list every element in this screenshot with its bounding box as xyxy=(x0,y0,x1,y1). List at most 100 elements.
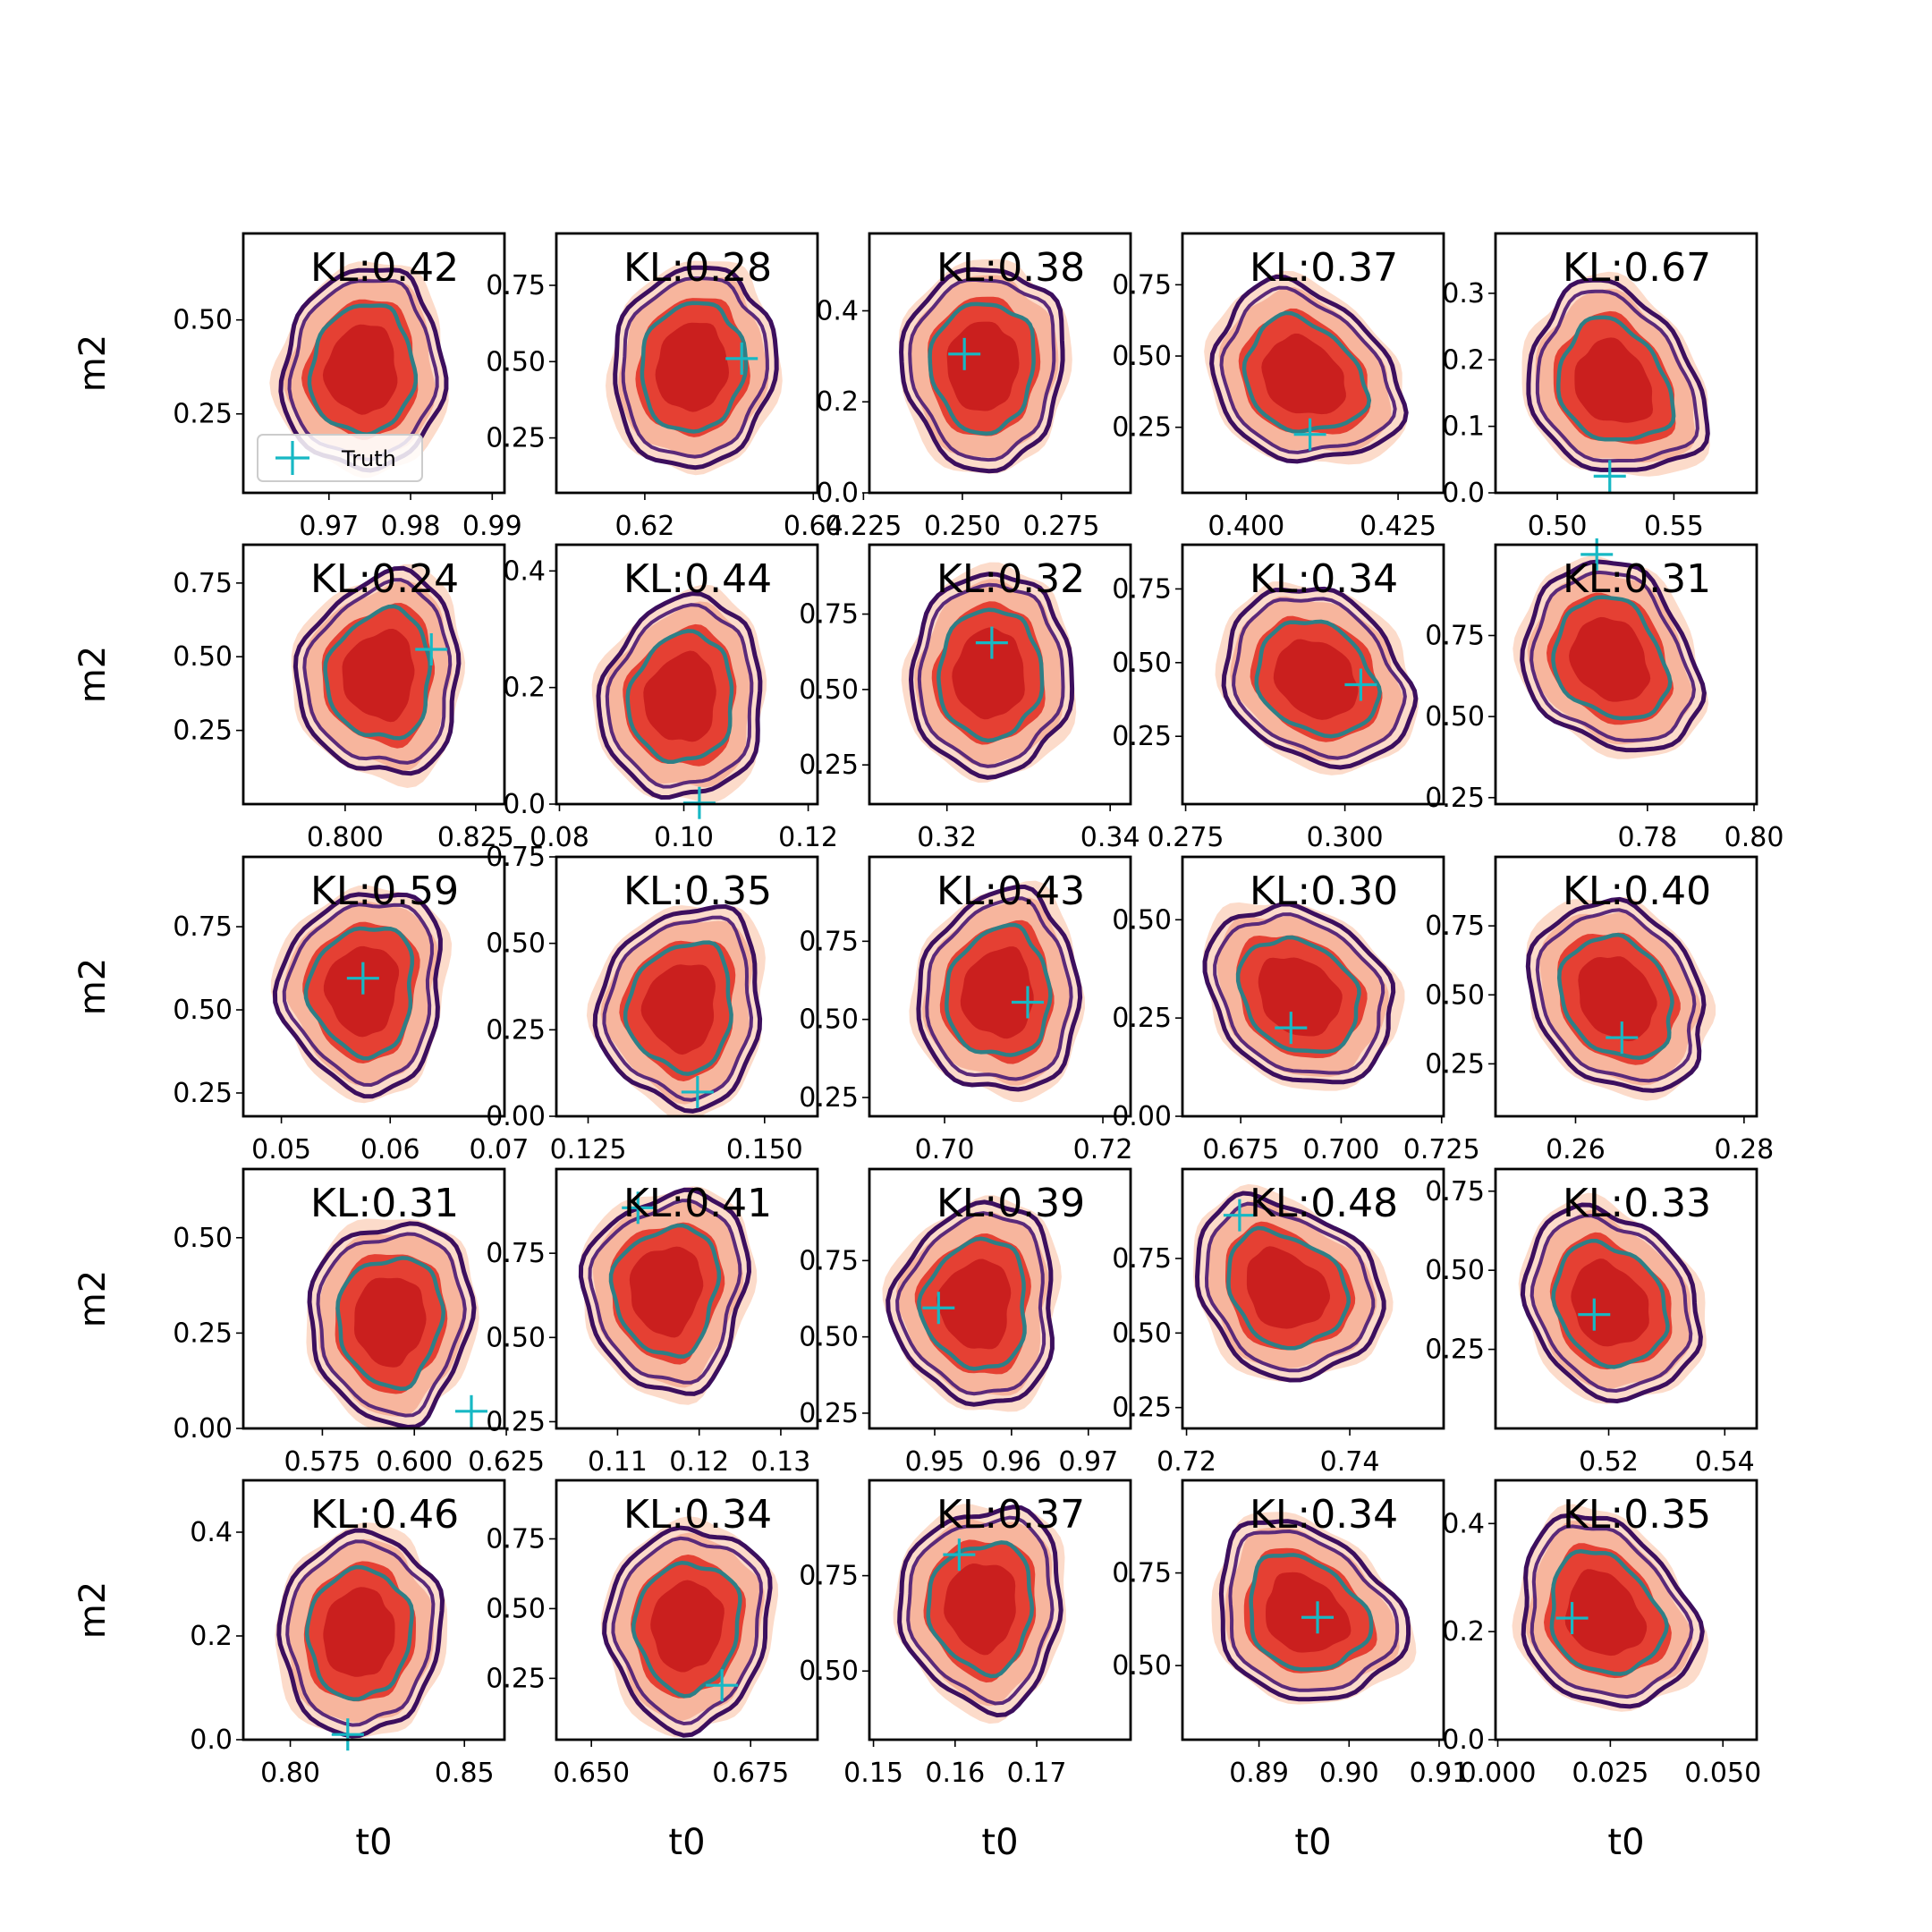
density-contours xyxy=(586,903,766,1116)
y-tick-label: 0.50 xyxy=(1112,904,1172,936)
axes-frame xyxy=(242,855,506,1118)
y-tick-label: 0.4 xyxy=(1442,1508,1485,1539)
density-contours xyxy=(606,260,783,476)
x-tick-label: 0.99 xyxy=(462,511,522,542)
contour-outer xyxy=(1202,902,1396,1085)
density-fill-center xyxy=(354,1277,427,1368)
y-axis-label: m2 xyxy=(72,646,114,703)
axes-frame xyxy=(868,232,1132,495)
contour-second xyxy=(621,276,769,459)
axes-frame xyxy=(555,1479,819,1741)
y-axis-label: m2 xyxy=(72,1270,114,1327)
y-tick-label: 0.50 xyxy=(173,1223,233,1254)
x-tick-label: 0.725 xyxy=(1403,1134,1480,1165)
x-tick-label: 0.91 xyxy=(1410,1758,1470,1789)
contour-outer xyxy=(1221,586,1419,770)
density-fill-center xyxy=(640,964,716,1055)
x-tick-label: 0.72 xyxy=(1157,1446,1216,1478)
y-tick-label: 0.75 xyxy=(1112,269,1172,301)
density-contours xyxy=(1211,1512,1417,1705)
density-contours xyxy=(269,261,449,479)
y-tick-label: 0.00 xyxy=(173,1413,233,1445)
y-tick-label: 0.25 xyxy=(1112,721,1172,752)
x-tick-label: 0.13 xyxy=(751,1446,811,1478)
subplot-r4-c3: 0.89 0.90 0.91 0.50 0.75 KL:0.34 t0 xyxy=(1112,1479,1470,1863)
y-tick-label: 0.0 xyxy=(816,478,859,509)
x-tick-label: 0.650 xyxy=(553,1758,630,1789)
y-tick-label: 0.50 xyxy=(486,1322,546,1353)
kl-label: KL:0.30 xyxy=(1250,869,1398,914)
x-tick-label: 0.425 xyxy=(1360,511,1436,542)
x-tick-label: 0.90 xyxy=(1319,1758,1379,1789)
x-tick-label: 0.95 xyxy=(905,1446,965,1478)
x-tick-label: 0.97 xyxy=(299,511,359,542)
subplot-r1-c4: 0.78 0.80 0.25 0.50 0.75 KL:0.31 xyxy=(1425,538,1784,853)
kl-label: KL:0.44 xyxy=(623,556,772,602)
x-tick-label: 0.625 xyxy=(468,1446,545,1478)
density-fill-center xyxy=(1258,957,1343,1037)
x-tick-label: 0.825 xyxy=(437,822,514,853)
axes-frame xyxy=(1494,1479,1758,1741)
density-fill-center xyxy=(323,945,400,1038)
x-tick-label: 0.64 xyxy=(784,511,843,542)
axes-frame xyxy=(555,543,819,806)
contour-second xyxy=(1530,1214,1693,1394)
truth-marker xyxy=(1011,986,1044,1019)
density-contours xyxy=(898,258,1072,474)
legend-truth-label: Truth xyxy=(341,446,396,471)
x-tick-label: 0.96 xyxy=(981,1446,1041,1478)
contour-inner xyxy=(1551,1238,1670,1369)
x-tick-label: 0.12 xyxy=(669,1446,729,1478)
x-tick-label: 0.15 xyxy=(843,1758,903,1789)
contour-second xyxy=(611,1536,764,1726)
contour-second xyxy=(895,1211,1046,1396)
x-axis-label: t0 xyxy=(1607,1822,1644,1863)
subplot-r0-c2: 0.225 0.250 0.275 0.0 0.2 0.4 KL:0.38 xyxy=(816,232,1132,542)
contour-outer xyxy=(1194,1191,1386,1383)
contour-inner xyxy=(936,607,1045,743)
subplot-r3-c4: 0.52 0.54 0.25 0.50 0.75 KL:0.33 xyxy=(1425,1167,1758,1478)
subplot-r4-c2: 0.15 0.16 0.17 0.50 0.75 KL:0.37 t0 xyxy=(799,1479,1132,1863)
density-fill-center xyxy=(1246,1246,1330,1329)
kl-label: KL:0.31 xyxy=(310,1181,459,1226)
x-tick-label: 0.72 xyxy=(1073,1134,1133,1165)
contour-inner xyxy=(945,922,1053,1057)
kl-label: KL:0.40 xyxy=(1563,869,1711,914)
contour-outer xyxy=(276,1528,445,1739)
kl-label: KL:0.42 xyxy=(310,245,459,291)
y-tick-label: 0.50 xyxy=(486,346,546,377)
x-tick-label: 0.400 xyxy=(1208,511,1284,542)
subplot-r0-c4: 0.50 0.55 0.0 0.1 0.2 0.3 KL:0.67 xyxy=(1442,232,1758,542)
subplot-r4-c1: 0.650 0.675 0.25 0.50 0.75 KL:0.34 t0 xyxy=(486,1479,819,1863)
axes-frame xyxy=(1494,232,1758,495)
y-tick-label: 0.50 xyxy=(1112,1650,1172,1682)
subplot-r2-c0: 0.05 0.06 0.07 0.25 0.50 0.75 KL:0.59 m2 xyxy=(72,855,529,1165)
y-tick-label: 0.25 xyxy=(799,1082,859,1114)
x-tick-label: 0.800 xyxy=(307,822,384,853)
kl-label: KL:0.31 xyxy=(1563,556,1711,602)
contour-inner xyxy=(1556,932,1674,1060)
axes-frame xyxy=(242,232,506,495)
y-tick-label: 0.25 xyxy=(1112,1003,1172,1034)
contour-inner xyxy=(625,629,734,765)
kl-label: KL:0.34 xyxy=(1250,556,1398,602)
density-fill-center xyxy=(629,1246,704,1338)
subplot-r0-c3: 0.400 0.425 0.25 0.50 0.75 KL:0.37 xyxy=(1112,232,1445,542)
y-tick-label: 0.50 xyxy=(799,1656,859,1687)
kl-label: KL:0.35 xyxy=(623,869,772,914)
contour-outer xyxy=(272,892,443,1099)
truth-marker xyxy=(346,962,379,995)
contour-second xyxy=(588,1199,742,1385)
contour-inner xyxy=(1556,315,1676,442)
x-tick-label: 0.06 xyxy=(360,1134,420,1165)
x-tick-label: 0.50 xyxy=(1528,511,1588,542)
x-tick-label: 0.52 xyxy=(1579,1446,1639,1478)
y-tick-label: 0.75 xyxy=(799,926,859,957)
x-tick-label: 0.675 xyxy=(712,1758,789,1789)
contour-outer xyxy=(592,903,763,1114)
x-tick-label: 0.050 xyxy=(1684,1758,1761,1789)
axes-frame xyxy=(1181,543,1445,806)
axes-frame xyxy=(1494,543,1758,806)
truth-marker xyxy=(622,1191,655,1224)
